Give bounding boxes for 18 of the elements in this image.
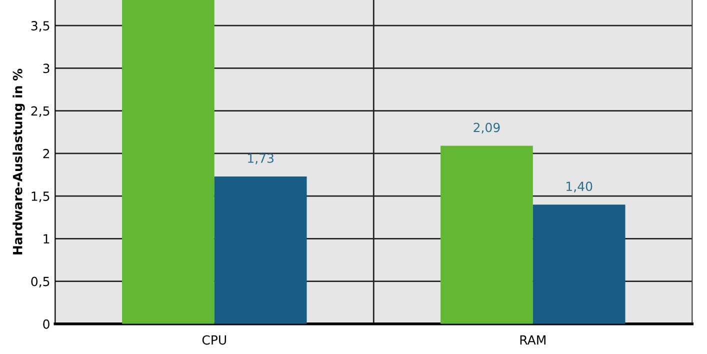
- y-tick-label: 0: [43, 319, 50, 329]
- bar: [122, 0, 214, 324]
- x-tick-label: RAM: [520, 335, 546, 345]
- bar: [532, 204, 626, 324]
- y-tick-label: 2,5: [31, 106, 50, 118]
- y-tick-label: 1,5: [32, 192, 50, 202]
- bar: [214, 176, 307, 324]
- y-axis-title: Hardware-Auslastung in %: [12, 68, 25, 254]
- x-tick-label: CPU: [202, 335, 226, 345]
- y-tick-label: 1: [44, 234, 50, 244]
- y-tick-label: 2: [43, 148, 50, 158]
- y-tick-label: 3,5: [31, 21, 50, 32]
- bar: [440, 146, 533, 324]
- data-label: 2,09: [474, 122, 500, 134]
- data-label: 1,73: [248, 153, 274, 164]
- y-tick-label: 3: [43, 64, 50, 74]
- data-label: 1,40: [566, 182, 592, 192]
- y-tick-label: 0,5: [31, 276, 50, 288]
